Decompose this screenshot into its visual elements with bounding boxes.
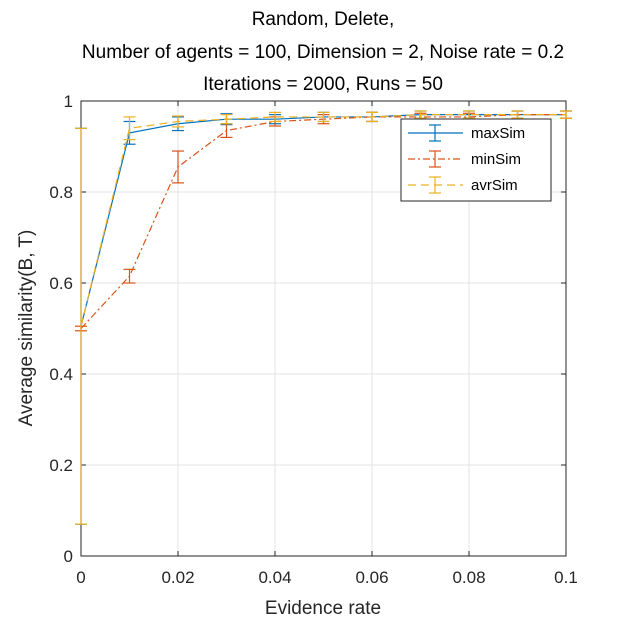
y-tick-label: 1 [64, 92, 73, 111]
legend-label: maxSim [471, 125, 525, 142]
legend-label: minSim [471, 151, 521, 168]
chart-title-line-1: Random, Delete, [252, 9, 395, 30]
y-tick-label: 0.8 [49, 183, 73, 202]
chart-title-line-2: Number of agents = 100, Dimension = 2, N… [82, 42, 564, 63]
error-bar-minSim [172, 150, 184, 184]
x-tick-label: 0.1 [554, 568, 578, 587]
error-bar-avrSim [220, 114, 233, 125]
y-tick-label: 0.2 [49, 456, 73, 475]
x-tick-label: 0.08 [452, 568, 485, 587]
x-tick-label: 0.04 [258, 568, 291, 587]
y-axis-label: Average similarity(B, T) [16, 230, 37, 427]
error-bar-avrSim [511, 110, 524, 119]
tick-labels: 0 0.02 0.04 0.06 0.08 0.1 0 0.2 0.4 0.6 0.8 1 [49, 92, 577, 587]
legend-item-minSim: minSim [408, 150, 521, 168]
x-tick-label: 0 [76, 568, 85, 587]
chart-title-line-3: Iterations = 2000, Runs = 50 [203, 74, 443, 95]
x-tick-label: 0.06 [355, 568, 388, 587]
y-tick-label: 0.6 [49, 274, 73, 293]
error-bar-avrSim [414, 110, 427, 119]
error-bar-avrSim [366, 111, 378, 123]
x-axis-label: Evidence rate [265, 598, 381, 619]
error-bar-avrSim [75, 127, 87, 525]
error-bar-avrSim [560, 110, 572, 119]
error-bar-avrSim [463, 110, 475, 119]
legend-label: avrSim [471, 177, 518, 194]
series-line-avrSim [80, 114, 566, 327]
series-avrSim [75, 110, 572, 525]
x-tick-label: 0.02 [161, 568, 194, 587]
legend-item-maxSim: maxSim [408, 124, 525, 142]
error-bar-avrSim [123, 116, 136, 141]
legend-item-avrSim: avrSim [408, 176, 518, 194]
error-bar-minSim [123, 268, 136, 284]
error-bar-avrSim [269, 111, 281, 123]
y-tick-label: 0 [64, 547, 73, 566]
legend: maxSim minSim avrSim [400, 118, 552, 202]
error-bar-avrSim [317, 111, 330, 123]
error-bar-avrSim [172, 115, 184, 128]
y-tick-label: 0.4 [49, 365, 73, 384]
